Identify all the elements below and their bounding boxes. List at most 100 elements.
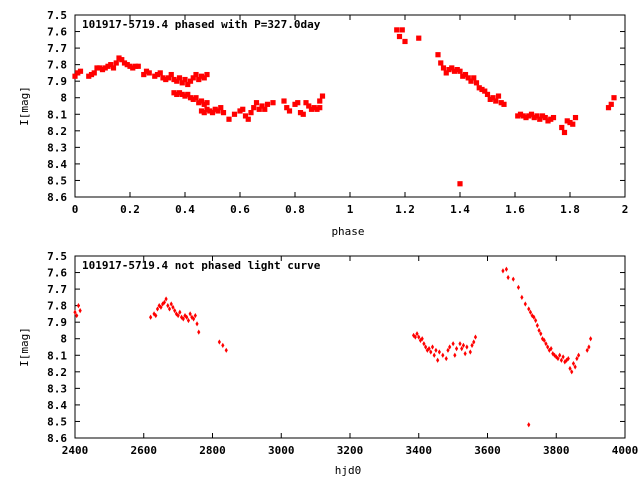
- data-point: [501, 101, 507, 107]
- y-tick-label: 7.9: [47, 75, 67, 88]
- data-point: [187, 95, 194, 101]
- data-point: [472, 339, 476, 345]
- data-point: [540, 336, 545, 342]
- data-point: [286, 108, 293, 114]
- data-point: [460, 73, 466, 79]
- data-point: [119, 57, 125, 63]
- data-point: [490, 95, 496, 101]
- data-point: [73, 309, 77, 315]
- data-point: [237, 108, 243, 114]
- data-point: [152, 73, 158, 79]
- data-point: [473, 334, 478, 340]
- data-point: [465, 344, 469, 350]
- data-point: [534, 317, 538, 324]
- data-point: [124, 62, 130, 68]
- data-point: [523, 114, 529, 121]
- data-point: [434, 347, 438, 353]
- data-point: [559, 124, 565, 131]
- x-tick-label: 4000: [612, 444, 639, 457]
- data-point: [155, 306, 160, 312]
- data-point: [432, 352, 436, 358]
- y-tick-label: 8: [60, 92, 67, 105]
- data-point: [77, 68, 84, 74]
- data-point: [468, 349, 472, 355]
- x-tick-label: 0.2: [120, 203, 140, 216]
- data-point: [394, 27, 400, 33]
- data-point: [91, 70, 97, 76]
- data-point: [399, 27, 405, 33]
- data-point: [511, 276, 515, 282]
- data-point: [504, 266, 509, 272]
- data-point: [201, 110, 207, 116]
- data-point: [159, 304, 163, 310]
- data-point: [185, 91, 191, 98]
- data-point: [573, 364, 577, 370]
- x-tick-label: 1.6: [505, 203, 525, 216]
- data-point: [240, 106, 246, 112]
- data-point: [141, 71, 147, 78]
- data-point: [166, 303, 170, 309]
- data-point: [167, 306, 172, 312]
- data-point: [454, 67, 460, 73]
- data-point: [435, 52, 441, 58]
- data-point: [422, 341, 426, 347]
- data-point: [193, 312, 197, 319]
- data-point: [110, 65, 117, 71]
- data-point: [523, 301, 527, 307]
- data-point: [88, 71, 95, 78]
- data-point: [127, 63, 133, 69]
- data-point: [149, 314, 153, 320]
- data-point: [171, 304, 175, 310]
- x-tick-label: 1.8: [560, 203, 580, 216]
- data-point: [454, 346, 459, 352]
- data-point: [292, 101, 298, 107]
- data-point: [253, 100, 260, 106]
- data-point: [530, 312, 534, 319]
- data-point: [179, 80, 185, 86]
- data-point: [402, 38, 408, 45]
- data-point: [102, 65, 108, 71]
- data-point: [259, 103, 265, 109]
- x-tick-label: 3400: [406, 444, 433, 457]
- chart-title: 101917-5719.4 phased with P=327.0day: [82, 18, 321, 31]
- data-point: [171, 90, 177, 96]
- data-point: [570, 121, 576, 127]
- data-point: [245, 116, 251, 122]
- data-point: [545, 118, 551, 124]
- y-tick-label: 8.6: [47, 191, 67, 204]
- x-tick-label: 1: [347, 203, 354, 216]
- data-point: [539, 331, 543, 337]
- y-tick-label: 8.6: [47, 432, 67, 445]
- data-point: [204, 106, 210, 112]
- data-point: [446, 67, 452, 73]
- data-point: [160, 75, 166, 81]
- data-point: [542, 114, 548, 121]
- data-point: [297, 110, 304, 116]
- data-point: [413, 334, 417, 340]
- data-point: [198, 98, 205, 104]
- y-axis-ticks: 7.5 7.6 7.7 7.8 7.9 8 8.1 8.2 8.3 8.4 8.5 8.6: [47, 250, 625, 445]
- data-point: [566, 355, 570, 362]
- data-point: [460, 346, 464, 352]
- data-point: [135, 63, 141, 69]
- x-tick-label: 3000: [268, 444, 295, 457]
- data-point: [248, 110, 254, 116]
- y-tick-label: 7.7: [47, 283, 67, 296]
- data-point: [526, 113, 532, 119]
- data-point: [94, 65, 100, 71]
- data-point: [611, 95, 617, 101]
- data-point: [484, 91, 491, 98]
- data-point: [231, 111, 238, 117]
- data-point: [284, 105, 290, 111]
- data-point: [550, 114, 557, 121]
- data-point: [427, 346, 431, 352]
- data-point: [75, 312, 79, 319]
- y-tick-label: 8.1: [47, 349, 67, 362]
- data-point: [99, 67, 106, 73]
- data-point: [190, 314, 194, 320]
- data-point: [453, 352, 457, 358]
- y-tick-label: 8.1: [47, 108, 67, 121]
- data-point: [215, 108, 221, 114]
- data-point: [143, 68, 150, 74]
